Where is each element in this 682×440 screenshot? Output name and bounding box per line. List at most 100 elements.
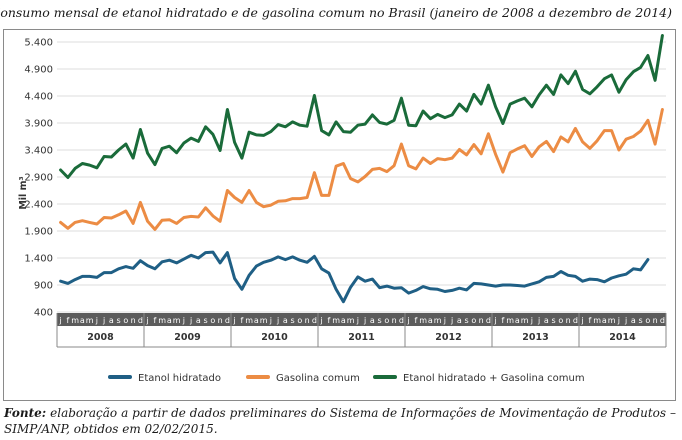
month-tick-label: m <box>593 316 601 325</box>
source-note: Fonte: elaboração a partir de dados prel… <box>4 405 676 437</box>
month-tick-label: j <box>356 316 359 325</box>
month-tick-label: o <box>384 316 389 325</box>
month-tick-label: f <box>588 316 591 325</box>
month-tick-label: o <box>645 316 650 325</box>
month-tick-label: j <box>624 316 627 325</box>
month-tick-label: s <box>465 316 469 325</box>
month-tick-label: m <box>521 316 529 325</box>
month-tick-label: o <box>210 316 215 325</box>
month-tick-label: m <box>158 316 166 325</box>
month-tick-label: o <box>297 316 302 325</box>
month-tick-label: n <box>218 316 223 325</box>
month-tick-label: j <box>363 316 366 325</box>
month-tick-label: f <box>240 316 243 325</box>
month-tick-label: n <box>653 316 658 325</box>
gridlines <box>57 41 666 313</box>
month-tick-label: d <box>399 316 404 325</box>
month-tick-label: f <box>414 316 417 325</box>
month-tick-label: j <box>269 316 272 325</box>
month-band <box>57 313 666 326</box>
legend: Etanol hidratado Gasolina comum Etanol hid… <box>108 373 585 384</box>
y-tick-label: 2.900 <box>24 173 53 184</box>
month-tick-label: m <box>86 316 94 325</box>
year-label: 2009 <box>174 332 200 343</box>
source-text: elaboração a partir de dados preliminare… <box>4 406 676 436</box>
y-tick-label: 4.900 <box>24 65 53 76</box>
year-label: 2012 <box>435 332 461 343</box>
month-tick-label: d <box>138 316 143 325</box>
month-tick-label: j <box>407 316 410 325</box>
y-tick-label: 900 <box>34 281 53 292</box>
month-tick-label: m <box>434 316 442 325</box>
month-tick-label: j <box>146 316 149 325</box>
year-label: 2014 <box>609 332 636 343</box>
month-tick-label: n <box>566 316 571 325</box>
month-tick-label: n <box>392 316 397 325</box>
y-tick-label: 2.400 <box>24 200 53 211</box>
month-tick-label: a <box>109 316 114 325</box>
month-tick-label: j <box>443 316 446 325</box>
month-tick-label: m <box>173 316 181 325</box>
month-tick-label: f <box>66 316 69 325</box>
month-tick-label: d <box>225 316 230 325</box>
year-label: 2011 <box>348 332 374 343</box>
month-tick-label: s <box>378 316 382 325</box>
month-tick-label: f <box>153 316 156 325</box>
month-tick-label: j <box>233 316 236 325</box>
series-line-0 <box>59 250 650 304</box>
year-label: 2013 <box>522 332 548 343</box>
month-tick-label: a <box>544 316 549 325</box>
month-tick-label: j <box>450 316 453 325</box>
month-tick-label: m <box>419 316 427 325</box>
month-tick-label: o <box>558 316 563 325</box>
month-tick-label: s <box>639 316 643 325</box>
month-tick-label: n <box>131 316 136 325</box>
month-tick-label: j <box>617 316 620 325</box>
series-lines <box>59 34 664 304</box>
month-tick-label: j <box>276 316 279 325</box>
month-tick-label: m <box>260 316 268 325</box>
month-tick-label: m <box>245 316 253 325</box>
month-tick-label: a <box>341 316 346 325</box>
month-tick-label: d <box>660 316 665 325</box>
chart-frame <box>3 29 676 401</box>
year-label: 2010 <box>261 332 288 343</box>
y-tick-label: 400 <box>34 308 53 319</box>
month-tick-label: j <box>189 316 192 325</box>
month-tick-label: f <box>501 316 504 325</box>
month-tick-label: f <box>327 316 330 325</box>
year-label: 2008 <box>87 332 114 343</box>
y-tick-label: 1.400 <box>24 254 53 265</box>
x-axis-year-labels: 2008 2009 2010 2011 2012 2013 2014 <box>56 313 667 348</box>
y-tick-labels: 400 900 1.400 1.900 2.400 2.900 3.400 3.900 4.40… <box>24 38 53 319</box>
month-tick-label: o <box>123 316 128 325</box>
month-tick-label: n <box>479 316 484 325</box>
month-tick-label: n <box>305 316 310 325</box>
month-tick-label: m <box>506 316 514 325</box>
month-tick-label: j <box>182 316 185 325</box>
source-label: Fonte: <box>4 406 47 420</box>
month-tick-label: m <box>332 316 340 325</box>
month-tick-label: m <box>347 316 355 325</box>
month-tick-label: m <box>71 316 79 325</box>
month-tick-label: a <box>254 316 259 325</box>
month-tick-label: a <box>370 316 375 325</box>
month-tick-label: a <box>457 316 462 325</box>
month-tick-label: d <box>573 316 578 325</box>
y-tick-label: 4.400 <box>24 92 53 103</box>
series-line-1 <box>59 108 664 231</box>
legend-label: Etanol hidratado <box>138 373 221 384</box>
month-tick-label: j <box>581 316 584 325</box>
month-tick-label: a <box>515 316 520 325</box>
month-tick-label: s <box>117 316 121 325</box>
month-tick-label: j <box>59 316 62 325</box>
month-tick-label: j <box>320 316 323 325</box>
month-tick-label: s <box>204 316 208 325</box>
y-tick-label: 5.400 <box>24 38 53 49</box>
month-tick-label: a <box>167 316 172 325</box>
month-tick-label: o <box>471 316 476 325</box>
legend-label: Gasolina comum <box>276 373 360 384</box>
line-chart: 400 900 1.400 1.900 2.400 2.900 3.400 3.900 4.40… <box>18 34 667 384</box>
month-tick-label: j <box>95 316 98 325</box>
